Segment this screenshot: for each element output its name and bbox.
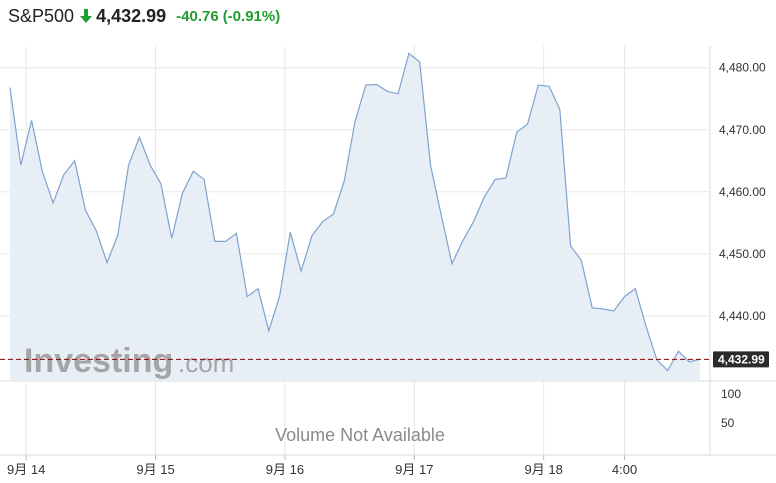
x-tick-label: 9月 15 bbox=[136, 462, 174, 477]
price-change: -40.76 bbox=[176, 7, 219, 25]
quote-header: S&P500 4,432.99 -40.76 (-0.91%) bbox=[8, 4, 280, 28]
volume-panel: 100 50 Volume Not Available bbox=[275, 387, 741, 445]
last-price-marker: 4,432.99 bbox=[713, 351, 769, 368]
watermark-brand: Investing bbox=[24, 342, 173, 380]
volume-tick-50: 50 bbox=[721, 416, 735, 430]
x-tick-label: 9月 14 bbox=[7, 462, 45, 477]
volume-not-available: Volume Not Available bbox=[275, 425, 445, 445]
last-price: 4,432.99 bbox=[96, 5, 167, 26]
x-tick-label: 9月 18 bbox=[525, 462, 563, 477]
x-tick-label: 9月 17 bbox=[395, 462, 433, 477]
y-tick-label: 4,450.00 bbox=[719, 247, 766, 261]
investing-watermark: Investing .com bbox=[24, 342, 234, 380]
volume-tick-100: 100 bbox=[721, 387, 741, 401]
symbol-name: S&P500 bbox=[8, 5, 75, 26]
last-price-label: 4,432.99 bbox=[718, 352, 765, 366]
price-line bbox=[9, 52, 701, 372]
y-axis: 4,440.00 4,450.00 4,460.00 4,470.00 4,480.00 bbox=[719, 61, 766, 323]
x-tick-label: 4:00 bbox=[612, 462, 637, 477]
price-change-percent: (-0.91%) bbox=[222, 7, 281, 25]
y-tick-label: 4,480.00 bbox=[719, 61, 766, 75]
y-tick-label: 4,440.00 bbox=[719, 309, 766, 323]
arrow-down-icon bbox=[80, 9, 93, 23]
x-tick-label: 9月 16 bbox=[266, 462, 304, 477]
price-area-fill bbox=[10, 53, 700, 382]
last-price-label-bg bbox=[713, 351, 769, 368]
y-tick-label: 4,460.00 bbox=[719, 185, 766, 199]
watermark-suffix: .com bbox=[178, 348, 234, 378]
x-axis: 9月 14 9月 15 9月 16 9月 17 9月 18 4:00 bbox=[7, 455, 637, 477]
y-tick-label: 4,470.00 bbox=[719, 123, 766, 137]
